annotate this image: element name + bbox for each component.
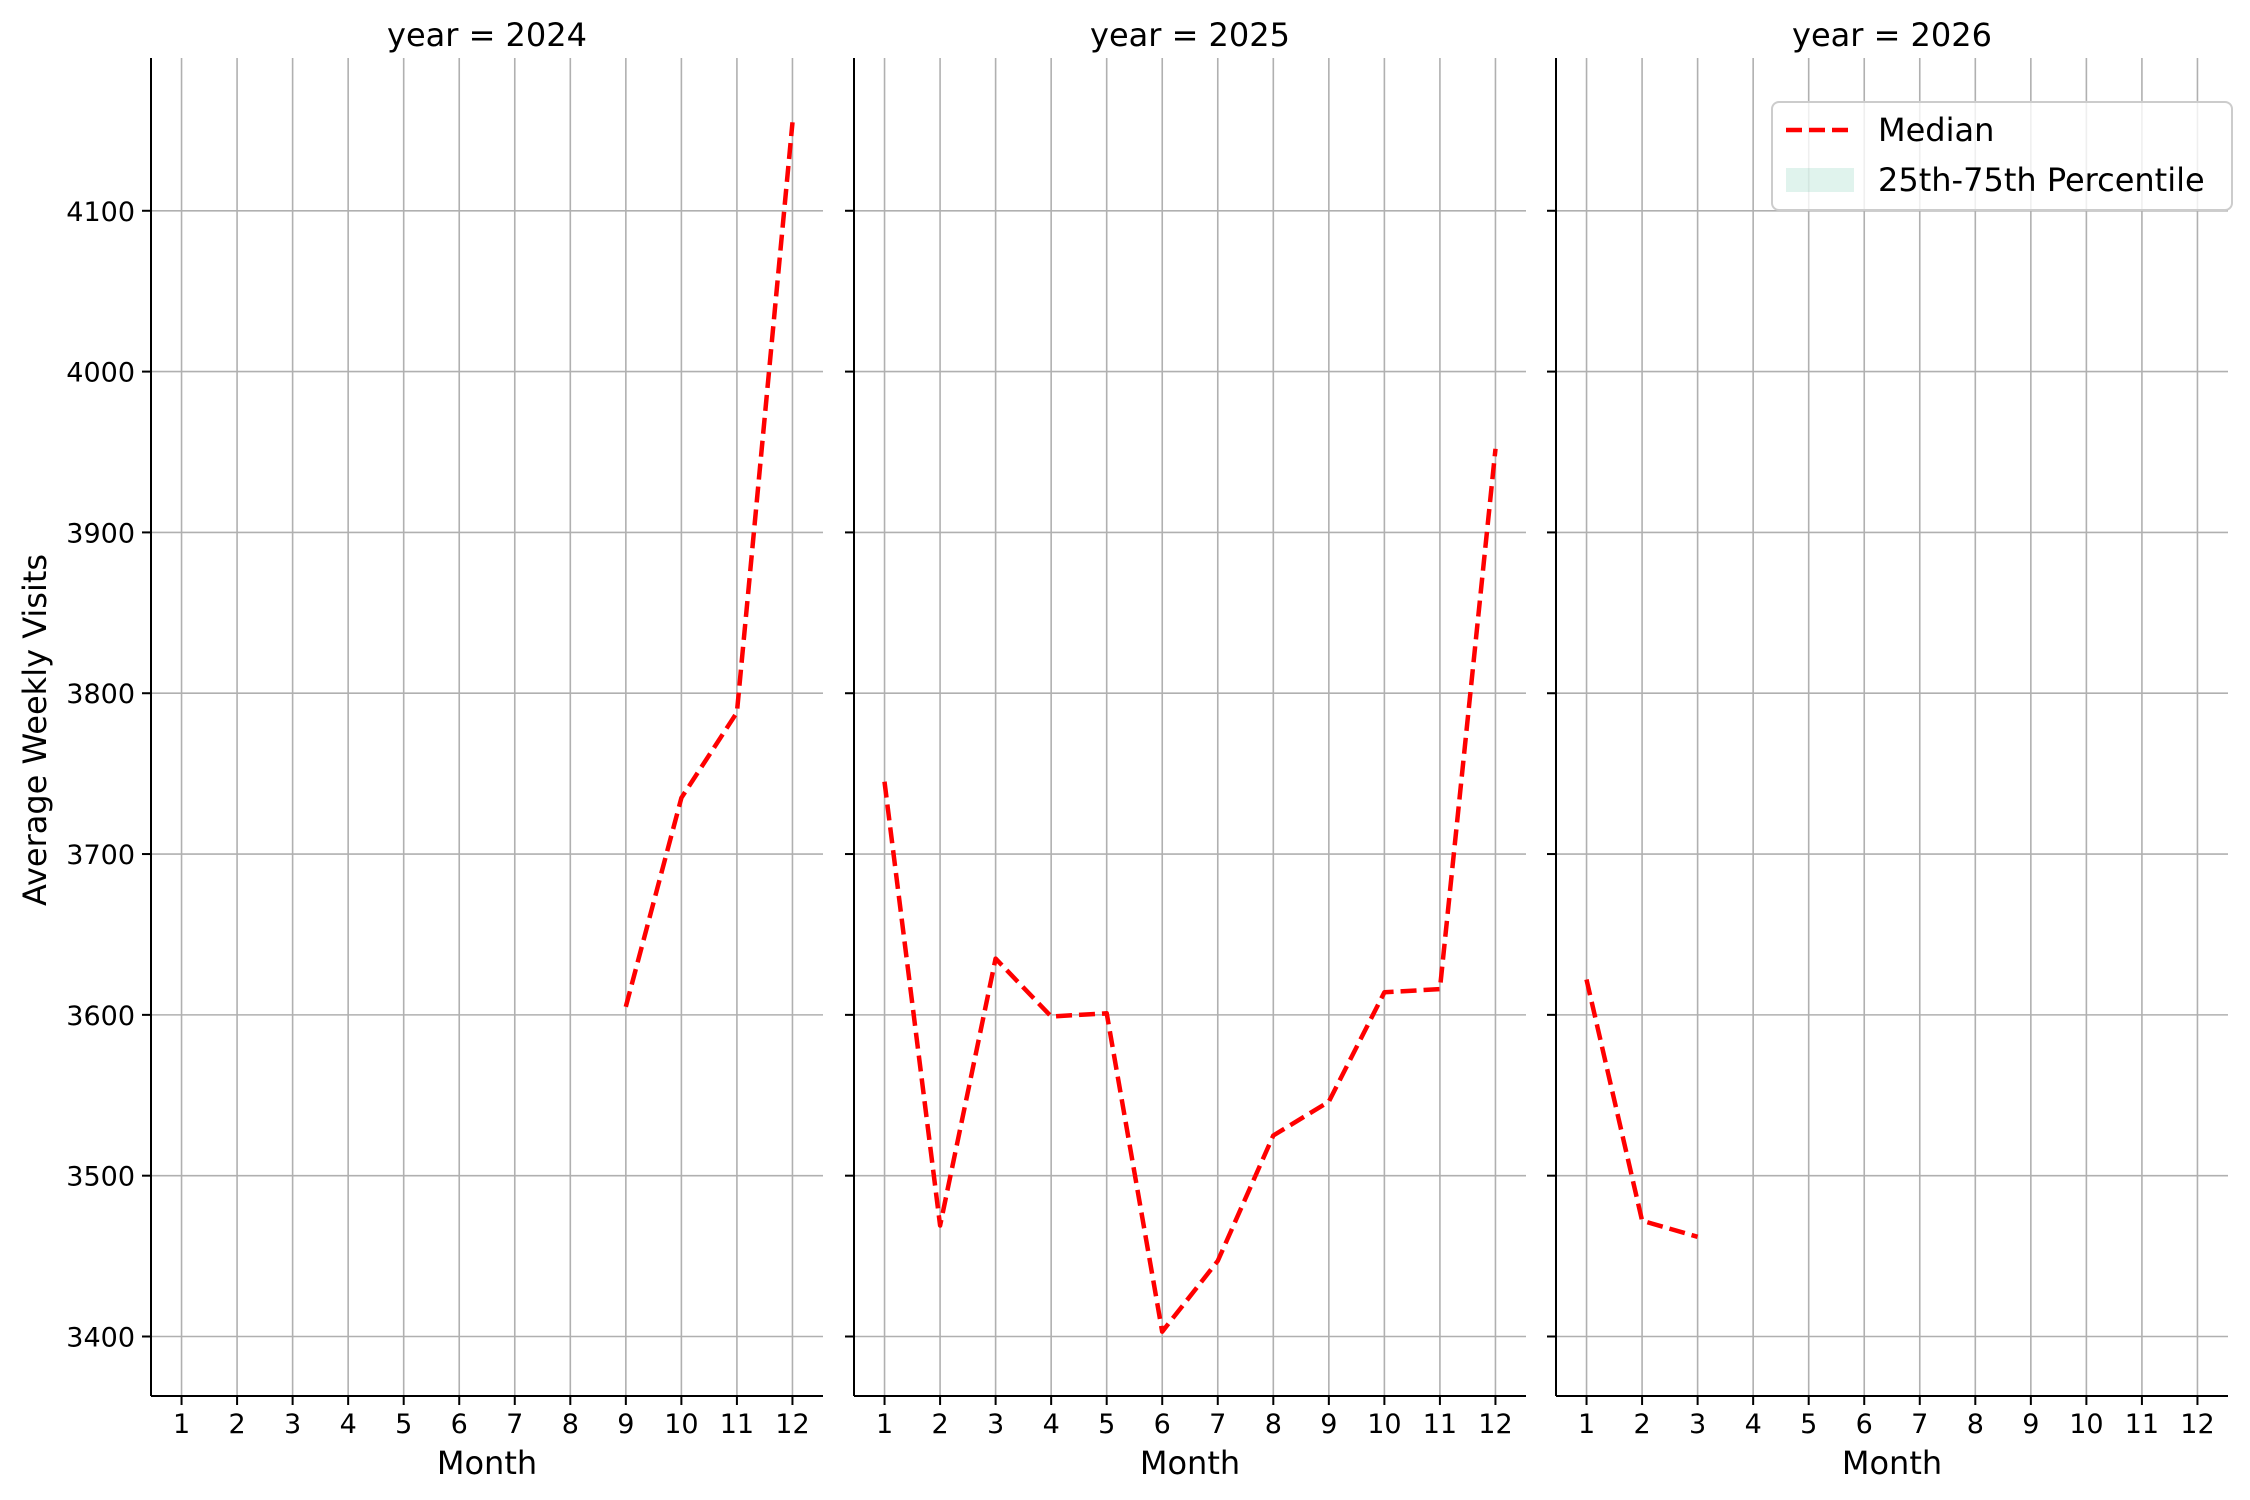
median-line bbox=[882, 448, 1498, 1334]
y-tick-label: 3800 bbox=[66, 679, 135, 710]
x-tick-label: 3 bbox=[987, 1409, 1004, 1440]
x-tick-label: 7 bbox=[1911, 1409, 1928, 1440]
x-tick-label: 2 bbox=[1633, 1409, 1650, 1440]
x-tick-label: 5 bbox=[1098, 1409, 1115, 1440]
x-tick-label: 10 bbox=[664, 1409, 698, 1440]
x-tick-label: 4 bbox=[1745, 1409, 1762, 1440]
legend: Median 25th-75th Percentile bbox=[1771, 101, 2233, 211]
x-tick-label: 5 bbox=[1800, 1409, 1817, 1440]
x-tick-label: 12 bbox=[775, 1409, 809, 1440]
x-tick-label: 7 bbox=[1209, 1409, 1226, 1440]
x-tick-label: 12 bbox=[2180, 1409, 2214, 1440]
x-tick-label: 3 bbox=[1689, 1409, 1706, 1440]
x-tick-label: 8 bbox=[1967, 1409, 1984, 1440]
y-tick-label: 3600 bbox=[66, 1001, 135, 1032]
grid bbox=[1556, 58, 2228, 1396]
grid bbox=[854, 58, 1526, 1396]
x-tick-label: 6 bbox=[1856, 1409, 1873, 1440]
x-tick-label: 7 bbox=[506, 1409, 523, 1440]
panel-title: year = 2025 bbox=[1090, 16, 1290, 54]
x-axis-label: Month bbox=[1842, 1444, 1942, 1482]
y-tick-label: 4100 bbox=[66, 197, 135, 228]
panel-title: year = 2024 bbox=[387, 16, 587, 54]
legend-frame bbox=[1771, 101, 2233, 211]
x-tick-label: 2 bbox=[931, 1409, 948, 1440]
y-axis-label: Average Weekly Visits bbox=[16, 554, 54, 906]
x-tick-label: 12 bbox=[1478, 1409, 1512, 1440]
legend-percentile-label: 25th-75th Percentile bbox=[1878, 161, 2205, 199]
x-tick-label: 8 bbox=[562, 1409, 579, 1440]
x-tick-label: 5 bbox=[395, 1409, 412, 1440]
x-tick-label: 11 bbox=[720, 1409, 754, 1440]
x-tick-label: 10 bbox=[1367, 1409, 1401, 1440]
x-tick-label: 11 bbox=[2125, 1409, 2159, 1440]
x-tick-label: 6 bbox=[1154, 1409, 1171, 1440]
x-tick-label: 3 bbox=[284, 1409, 301, 1440]
x-tick-label: 9 bbox=[617, 1409, 634, 1440]
x-tick-label: 4 bbox=[340, 1409, 357, 1440]
x-tick-label: 11 bbox=[1423, 1409, 1457, 1440]
x-tick-label: 1 bbox=[876, 1409, 893, 1440]
x-tick-label: 9 bbox=[1320, 1409, 1337, 1440]
x-tick-label: 10 bbox=[2069, 1409, 2103, 1440]
x-tick-label: 9 bbox=[2022, 1409, 2039, 1440]
x-axis-label: Month bbox=[1140, 1444, 1240, 1482]
y-tick-label: 3900 bbox=[66, 518, 135, 549]
y-tick-label: 3500 bbox=[66, 1162, 135, 1193]
median-line bbox=[1584, 978, 1699, 1239]
x-tick-label: 1 bbox=[173, 1409, 190, 1440]
x-tick-label: 6 bbox=[451, 1409, 468, 1440]
x-tick-label: 2 bbox=[228, 1409, 245, 1440]
x-tick-label: 4 bbox=[1043, 1409, 1060, 1440]
median-line bbox=[623, 122, 795, 1008]
panel-title: year = 2026 bbox=[1792, 16, 1992, 54]
y-tick-label: 4000 bbox=[66, 358, 135, 389]
x-axis-label: Month bbox=[437, 1444, 537, 1482]
legend-percentile-swatch bbox=[1786, 168, 1854, 192]
x-tick-label: 8 bbox=[1265, 1409, 1282, 1440]
y-tick-label: 3400 bbox=[66, 1322, 135, 1353]
grid bbox=[151, 58, 823, 1396]
legend-median-label: Median bbox=[1878, 111, 1994, 149]
x-tick-label: 1 bbox=[1578, 1409, 1595, 1440]
y-tick-label: 3700 bbox=[66, 840, 135, 871]
